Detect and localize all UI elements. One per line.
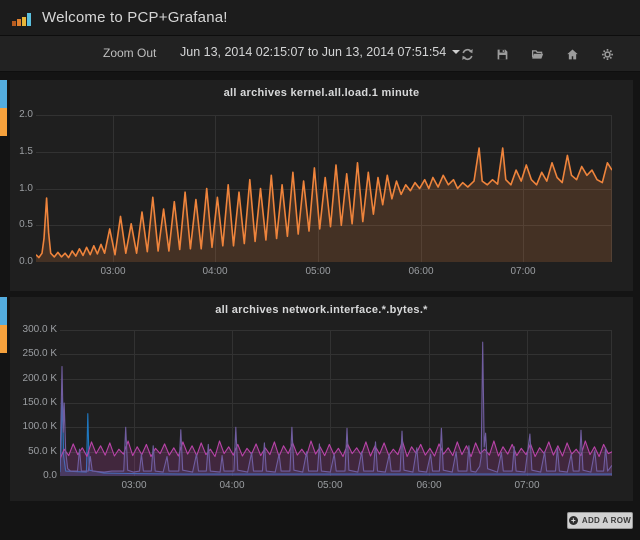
y-tick-label: 100.0 K <box>22 421 57 432</box>
x-tick-label: 07:00 <box>514 480 540 491</box>
y-tick-label: 200.0 K <box>22 373 57 384</box>
home-icon <box>567 48 578 59</box>
open-folder-icon <box>531 49 544 59</box>
home-button[interactable] <box>566 48 579 61</box>
panel-kernel-load: all archives kernel.all.load.1 minute 2.… <box>10 80 633 291</box>
y-tick-label: 1.5 <box>19 146 33 157</box>
row-settings-tab[interactable] <box>0 325 7 353</box>
settings-button[interactable] <box>601 48 614 61</box>
x-tick-label: 07:00 <box>510 266 536 277</box>
time-range-text: Jun 13, 2014 02:15:07 to Jun 13, 2014 07… <box>180 45 447 59</box>
y-tick-label: 0.0 <box>19 256 33 267</box>
row-settings-tab[interactable] <box>0 108 7 136</box>
x-tick-label: 03:00 <box>121 480 147 491</box>
y-tick-label: 0.5 <box>19 219 33 230</box>
y-tick-label: 150.0 K <box>22 397 57 408</box>
x-tick-label: 04:00 <box>219 480 245 491</box>
y-tick-label: 50.0 K <box>28 446 57 457</box>
panel-title[interactable]: all archives kernel.all.load.1 minute <box>223 87 420 99</box>
row-collapse-tab[interactable] <box>0 297 7 325</box>
x-tick-label: 05:00 <box>305 266 331 277</box>
y-tick-label: 300.0 K <box>22 324 57 335</box>
y-tick-label: 250.0 K <box>22 348 57 359</box>
app-header: Welcome to PCP+Grafana! <box>0 0 640 36</box>
save-icon <box>497 49 508 59</box>
x-axis: 03:00 04:00 05:00 06:00 07:00 <box>36 266 612 278</box>
y-tick-label: 1.0 <box>19 183 33 194</box>
y-tick-label: 2.0 <box>19 109 33 120</box>
chart-canvas[interactable] <box>60 330 612 476</box>
grafana-logo-icon <box>12 10 34 26</box>
panel-title[interactable]: all archives network.interface.*.bytes.* <box>215 304 428 316</box>
panel-network-bytes: all archives network.interface.*.bytes.*… <box>10 297 633 501</box>
plus-circle-icon <box>568 516 578 525</box>
x-axis: 03:00 04:00 05:00 06:00 07:00 <box>60 480 612 492</box>
y-tick-label: 0.0 <box>43 470 57 481</box>
y-axis: 2.0 1.5 1.0 0.5 0.0 <box>10 110 33 267</box>
gear-icon <box>601 48 614 60</box>
x-tick-label: 06:00 <box>416 480 442 491</box>
toolbar: Zoom Out Jun 13, 2014 02:15:07 to Jun 13… <box>0 36 640 72</box>
add-row-button[interactable]: ADD A ROW <box>567 512 633 529</box>
zoom-out-button[interactable]: Zoom Out <box>103 46 157 60</box>
row-collapse-tab[interactable] <box>0 80 7 108</box>
x-tick-label: 03:00 <box>100 266 126 277</box>
toolbar-icons <box>461 36 614 72</box>
page-title: Welcome to PCP+Grafana! <box>42 9 228 26</box>
row-handle-2[interactable] <box>0 297 7 353</box>
y-axis: 300.0 K 250.0 K 200.0 K 150.0 K 100.0 K 50.0 … <box>10 325 57 481</box>
row-handle-1[interactable] <box>0 80 7 136</box>
x-tick-label: 04:00 <box>202 266 228 277</box>
chart-canvas[interactable] <box>36 115 612 262</box>
chevron-down-icon <box>452 50 461 54</box>
x-tick-label: 05:00 <box>317 480 343 491</box>
add-row-label: ADD A ROW <box>581 516 632 525</box>
open-dashboard-button[interactable] <box>531 48 544 61</box>
refresh-button[interactable] <box>461 48 474 61</box>
save-button[interactable] <box>496 48 509 61</box>
x-tick-label: 06:00 <box>408 266 434 277</box>
refresh-icon <box>462 48 473 60</box>
time-range-picker[interactable]: Jun 13, 2014 02:15:07 to Jun 13, 2014 07… <box>180 45 461 59</box>
